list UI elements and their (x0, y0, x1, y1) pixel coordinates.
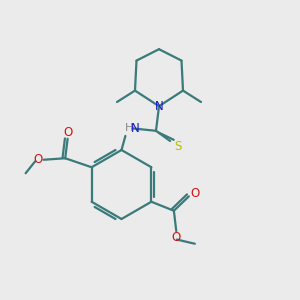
Text: N: N (131, 122, 140, 135)
Text: O: O (191, 187, 200, 200)
Text: S: S (174, 140, 182, 153)
Text: N: N (154, 100, 164, 113)
Text: O: O (171, 231, 180, 244)
Text: O: O (34, 153, 43, 166)
Text: H: H (125, 123, 133, 134)
Text: O: O (63, 126, 72, 139)
